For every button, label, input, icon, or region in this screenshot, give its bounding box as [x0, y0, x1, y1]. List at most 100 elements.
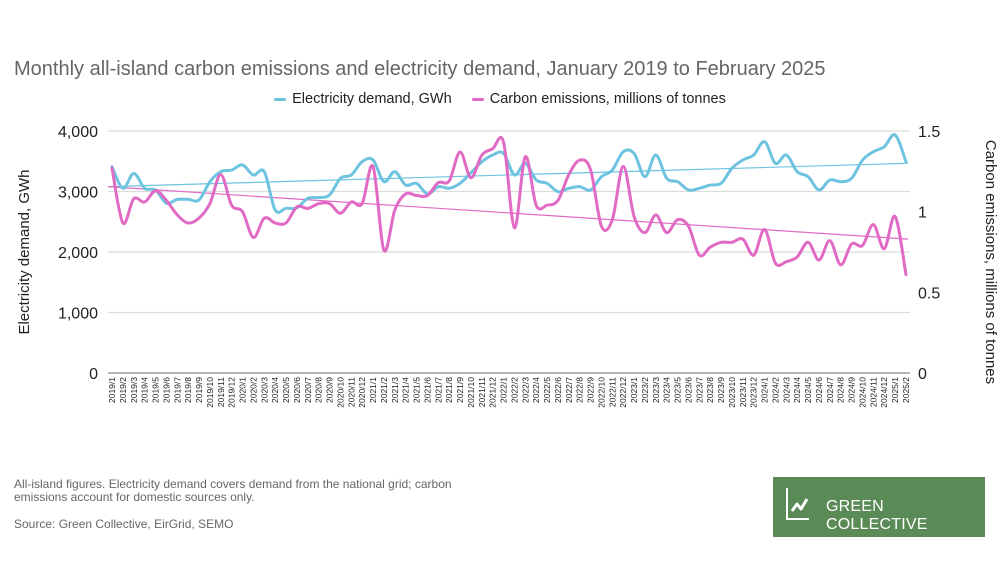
x-tick-label: 2021/5: [412, 377, 422, 403]
x-tick-label: 2023/3: [651, 377, 661, 403]
x-tick-label: 2023/1: [629, 377, 639, 403]
y-tick-left: 2,000: [58, 245, 98, 262]
x-tick-label: 2021/3: [390, 377, 400, 403]
y-tick-left: 3,000: [58, 185, 98, 202]
x-tick-label: 2024/8: [836, 377, 846, 403]
x-tick-label: 2025/2: [901, 377, 911, 403]
x-tick-label: 2024/11: [868, 377, 878, 407]
x-tick-label: 2019/4: [140, 377, 150, 403]
x-tick-label: 2023/11: [738, 377, 748, 407]
x-tick-label: 2021/9: [455, 377, 465, 403]
x-tick-label: 2020/9: [325, 377, 335, 403]
x-tick-label: 2024/2: [770, 377, 780, 403]
x-tick-label: 2021/2: [379, 377, 389, 403]
y-tick-right: 1.5: [918, 124, 940, 141]
x-tick-label: 2024/4: [792, 377, 802, 403]
x-tick-label: 2020/1: [238, 377, 248, 403]
x-tick-label: 2020/4: [270, 377, 280, 403]
x-tick-label: 2021/11: [477, 377, 487, 407]
x-tick-label: 2022/7: [564, 377, 574, 403]
x-tick-label: 2023/5: [673, 377, 683, 403]
green-collective-logo: GREEN COLLECTIVE: [773, 477, 985, 537]
x-tick-label: 2022/1: [499, 377, 509, 403]
series-line-electricity: [110, 133, 908, 214]
x-tick-label: 2022/6: [553, 377, 563, 403]
x-tick-label: 2020/7: [303, 377, 313, 403]
x-tick-label: 2019/12: [227, 377, 237, 408]
y-tick-right: 0.5: [918, 285, 940, 302]
y-axis-label-right: Carbon emissions, millions of tonnes: [982, 140, 999, 384]
y-tick-left: 0: [89, 366, 98, 383]
legend-item-electricity: Electricity demand, GWh: [274, 91, 452, 107]
x-tick-label: 2021/12: [488, 377, 498, 408]
legend-label-electricity: Electricity demand, GWh: [292, 91, 452, 107]
trendline-carbon: [107, 186, 909, 240]
series-line-carbon: [110, 135, 908, 277]
x-tick-label: 2023/2: [640, 377, 650, 403]
x-tick-label: 2022/11: [607, 377, 617, 407]
x-tick-label: 2019/3: [129, 377, 139, 403]
footnote: All-island figures. Electricity demand c…: [14, 477, 452, 504]
x-tick-label: 2023/4: [662, 377, 672, 403]
logo-text: GREEN COLLECTIVE: [826, 498, 928, 533]
y-tick-right: 0: [918, 366, 927, 383]
x-tick-label: 2025/1: [890, 377, 900, 403]
x-tick-label: 2019/8: [183, 377, 193, 403]
x-tick-label: 2021/6: [422, 377, 432, 403]
chart-logo-icon: [786, 488, 809, 520]
x-tick-label: 2019/10: [205, 377, 215, 408]
x-tick-label: 2020/5: [281, 377, 291, 403]
x-tick-label: 2024/12: [879, 377, 889, 408]
x-tick-label: 2019/7: [172, 377, 182, 403]
x-tick-label: 2023/7: [694, 377, 704, 403]
x-tick-label: 2024/3: [781, 377, 791, 403]
x-tick-label: 2020/12: [357, 377, 367, 408]
x-tick-label: 2023/12: [749, 377, 759, 408]
x-tick-label: 2023/8: [705, 377, 715, 403]
x-tick-label: 2021/7: [433, 377, 443, 403]
x-tick-label: 2022/4: [531, 377, 541, 403]
x-tick-label: 2022/8: [575, 377, 585, 403]
x-tick-label: 2024/6: [814, 377, 824, 403]
x-tick-label: 2020/3: [259, 377, 269, 403]
legend: Electricity demand, GWh Carbon emissions…: [0, 91, 1000, 107]
x-tick-label: 2021/4: [401, 377, 411, 403]
x-tick-label: 2019/5: [151, 377, 161, 403]
x-tick-label: 2022/3: [520, 377, 530, 403]
x-tick-label: 2020/6: [292, 377, 302, 403]
x-tick-label: 2020/11: [346, 377, 356, 407]
x-tick-label: 2019/2: [118, 377, 128, 403]
y-tick-right: 1: [918, 205, 927, 222]
x-tick-label: 2020/10: [335, 377, 345, 408]
chart-plot: 0 1,000 2,000 3,000 4,000 0 0.5 1 1.5 Electricity…: [16, 124, 999, 408]
x-tick-label: 2022/9: [586, 377, 596, 403]
legend-label-carbon: Carbon emissions, millions of tonnes: [489, 91, 726, 107]
x-tick-label: 2021/8: [444, 377, 454, 403]
x-tick-label: 2024/1: [760, 377, 770, 403]
x-tick-label: 2021/10: [466, 377, 476, 408]
x-tick-label: 2022/10: [596, 377, 606, 408]
x-tick-label: 2023/6: [683, 377, 693, 403]
x-tick-label: 2024/7: [825, 377, 835, 403]
x-tick-label: 2022/2: [509, 377, 519, 403]
legend-swatch-electricity: [274, 97, 287, 101]
legend-item-carbon: Carbon emissions, millions of tonnes: [471, 91, 726, 107]
x-tick-label: 2023/10: [727, 377, 737, 408]
x-tick-label: 2022/5: [542, 377, 552, 403]
x-tick-label: 2024/10: [857, 377, 867, 408]
source-note: Source: Green Collective, EirGrid, SEMO: [14, 517, 234, 531]
y-tick-left: 1,000: [58, 306, 98, 323]
y-tick-left: 4,000: [58, 124, 98, 141]
x-tick-label: 2024/9: [847, 377, 857, 403]
x-tick-label: 2024/5: [803, 377, 813, 403]
y-axis-label-left: Electricity demand, GWh: [16, 169, 33, 334]
chart-title: Monthly all-island carbon emissions and …: [14, 58, 826, 80]
x-tick-label: 2023/9: [716, 377, 726, 403]
x-tick-label: 2022/12: [618, 377, 628, 408]
legend-swatch-carbon: [471, 97, 484, 101]
x-tick-label: 2019/9: [194, 377, 204, 403]
x-tick-label: 2020/2: [248, 377, 258, 403]
x-tick-label: 2020/8: [314, 377, 324, 403]
x-tick-label: 2019/6: [161, 377, 171, 403]
x-tick-label: 2021/1: [368, 377, 378, 403]
